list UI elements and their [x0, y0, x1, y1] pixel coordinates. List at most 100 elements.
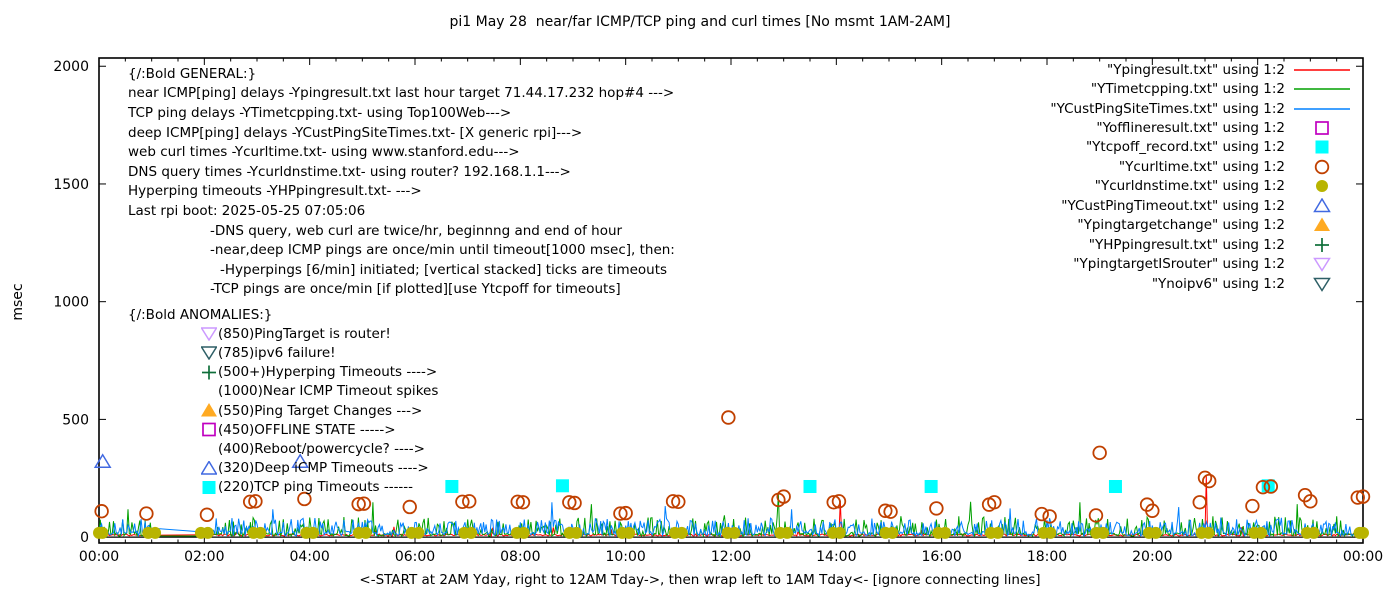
- legend-item: "YCustPingSiteTimes.txt" using 1:2: [1050, 99, 1353, 118]
- anomaly-line: (1000)Near ICMP Timeout spikes: [128, 382, 438, 401]
- x-tick-label: 00:00: [79, 549, 119, 565]
- legend-item: "Ycurltime.txt" using 1:2: [1050, 157, 1353, 176]
- annotation-line: -near,deep ICMP pings are once/min until…: [210, 242, 675, 259]
- anomaly-line: (220)TCP ping Timeouts ------: [128, 478, 438, 497]
- series-Ytcpoff_record.txt: [445, 479, 1275, 493]
- anomaly-text: (550)Ping Target Changes --->: [218, 402, 423, 419]
- no-icon: [201, 384, 217, 399]
- triangle-down-open-icon: [1313, 277, 1331, 292]
- legend-item: "YTimetcpping.txt" using 1:2: [1050, 79, 1353, 98]
- legend-item: "Ycurldnstime.txt" using 1:2: [1050, 177, 1353, 196]
- annotation-line: Last rpi boot: 2025-05-25 07:05:06: [128, 202, 366, 219]
- legend-item: "Ypingtargetchange" using 1:2: [1050, 216, 1353, 235]
- anomaly-marker: [200, 422, 218, 438]
- series-YCustPingSiteTimes.txt: [98, 502, 1364, 538]
- anomaly-marker: [200, 345, 218, 361]
- annotation-line: -Hyperpings [6/min] initiated; [vertical…: [220, 261, 668, 278]
- legend-label: "Ypingtargetchange" using 1:2: [1077, 217, 1285, 234]
- legend-marker: [1291, 62, 1353, 78]
- triangle-filled-icon: [1314, 217, 1330, 232]
- anomaly-text: (850)PingTarget is router!: [218, 325, 391, 342]
- series-Ycurldnstime.txt: [93, 526, 1369, 539]
- legend-marker: [1291, 217, 1353, 233]
- legend-item: "YCustPingTimeout.txt" using 1:2: [1050, 196, 1353, 215]
- chart-title: pi1 May 28 near/far ICMP/TCP ping and cu…: [449, 14, 951, 30]
- y-axis-label: msec: [10, 283, 26, 321]
- legend-marker: [1291, 276, 1353, 292]
- anomaly-text: (785)ipv6 failure!: [218, 344, 336, 361]
- square-filled-icon: [202, 480, 216, 494]
- no-icon: [201, 441, 217, 456]
- y-tick-label: 500: [62, 412, 89, 428]
- anomaly-marker: [200, 441, 218, 457]
- legend-label: "Yofflineresult.txt" using 1:2: [1096, 120, 1285, 137]
- x-tick-label: 08:00: [500, 549, 540, 565]
- legend-marker: [1291, 139, 1353, 155]
- y-tick-label: 0: [80, 530, 89, 546]
- square-filled-icon: [1315, 140, 1329, 154]
- triangle-down-open-icon: [1313, 257, 1331, 273]
- x-tick-label: 00:00: [1343, 549, 1383, 565]
- annotation-line: -DNS query, web curl are twice/hr, begin…: [210, 222, 623, 239]
- legend: "Ypingresult.txt" using 1:2 "YTimetcpping…: [1050, 60, 1353, 293]
- legend-item: "Ytcpoff_record.txt" using 1:2: [1050, 138, 1353, 157]
- y-tick-label: 2000: [53, 59, 89, 75]
- series-Ycurltime.txt: [94, 410, 1371, 524]
- annotation-line: deep ICMP[ping] delays -YCustPingSiteTim…: [128, 124, 583, 141]
- legend-marker: [1291, 81, 1353, 97]
- anomaly-text: (450)OFFLINE STATE ----->: [218, 421, 396, 438]
- legend-label: "Ynoipv6" using 1:2: [1151, 275, 1285, 292]
- anomaly-line: (400)Reboot/powercycle? ---->: [128, 439, 438, 458]
- legend-label: "YTimetcpping.txt" using 1:2: [1090, 81, 1285, 98]
- annotation-line: Hyperping timeouts -YHPpingresult.txt- -…: [128, 183, 422, 200]
- triangle-down-open-icon: [201, 346, 217, 361]
- annotation-line: near ICMP[ping] delays -Ypingresult.txt …: [128, 85, 675, 102]
- anomaly-marker: [200, 364, 218, 380]
- anomaly-line: (850)PingTarget is router!: [128, 324, 438, 343]
- triangle-open-icon: [1313, 197, 1331, 213]
- x-tick-label: 04:00: [289, 549, 329, 565]
- x-axis-label: <-START at 2AM Yday, right to 12AM Tday-…: [359, 572, 1041, 588]
- anomaly-text: (400)Reboot/powercycle? ---->: [218, 440, 425, 457]
- line-icon: [1294, 88, 1350, 90]
- legend-label: "Ycurldnstime.txt" using 1:2: [1094, 178, 1285, 195]
- x-tick-label: 16:00: [921, 549, 961, 565]
- anomaly-marker: [200, 479, 218, 495]
- legend-label: "YCustPingTimeout.txt" using 1:2: [1061, 197, 1285, 214]
- anomaly-text: (220)TCP ping Timeouts ------: [218, 479, 414, 496]
- legend-marker: [1291, 159, 1353, 175]
- anomaly-marker: [200, 460, 218, 476]
- anomaly-line: (500+)Hyperping Timeouts ---->: [128, 363, 438, 382]
- anomaly-marker: [200, 383, 218, 399]
- anomaly-line: (785)ipv6 failure!: [128, 343, 438, 362]
- legend-label: "YHPpingresult.txt" using 1:2: [1088, 236, 1285, 253]
- series-YCustPingTimeout.txt: [93, 453, 310, 469]
- x-tick-label: 18:00: [1027, 549, 1067, 565]
- legend-item: "Ynoipv6" using 1:2: [1050, 274, 1353, 293]
- legend-marker: [1291, 237, 1353, 253]
- annotation-line: DNS query times -Ycurldnstime.txt- using…: [128, 163, 571, 180]
- anomaly-marker: [200, 403, 218, 419]
- triangle-down-open-icon: [201, 327, 217, 342]
- triangle-filled-icon: [201, 403, 217, 417]
- anomaly-text: (1000)Near ICMP Timeout spikes: [218, 383, 439, 400]
- anomalies-header: {/:Bold ANOMALIES:}: [128, 306, 273, 323]
- legend-item: "YHPpingresult.txt" using 1:2: [1050, 235, 1353, 254]
- legend-item: "YpingtargetISrouter" using 1:2: [1050, 254, 1353, 273]
- legend-item: "Ypingresult.txt" using 1:2: [1050, 60, 1353, 79]
- circle-filled-icon: [1316, 180, 1328, 193]
- y-tick-label: 1500: [53, 177, 89, 193]
- legend-marker: [1291, 178, 1353, 194]
- x-tick-label: 10:00: [605, 549, 645, 565]
- line-icon: [1294, 107, 1350, 110]
- legend-label: "Ypingresult.txt" using 1:2: [1107, 61, 1285, 78]
- plus-icon: [1315, 237, 1329, 252]
- general-annotations: {/:Bold GENERAL:} near ICMP[ping] delays …: [128, 64, 675, 299]
- square-open-icon: [202, 422, 216, 437]
- x-tick-label: 06:00: [395, 549, 435, 565]
- anomaly-line: (320)Deep iCMP Timeouts ---->: [128, 459, 438, 478]
- y-tick-label: 1000: [53, 295, 89, 311]
- line-icon: [1294, 68, 1350, 71]
